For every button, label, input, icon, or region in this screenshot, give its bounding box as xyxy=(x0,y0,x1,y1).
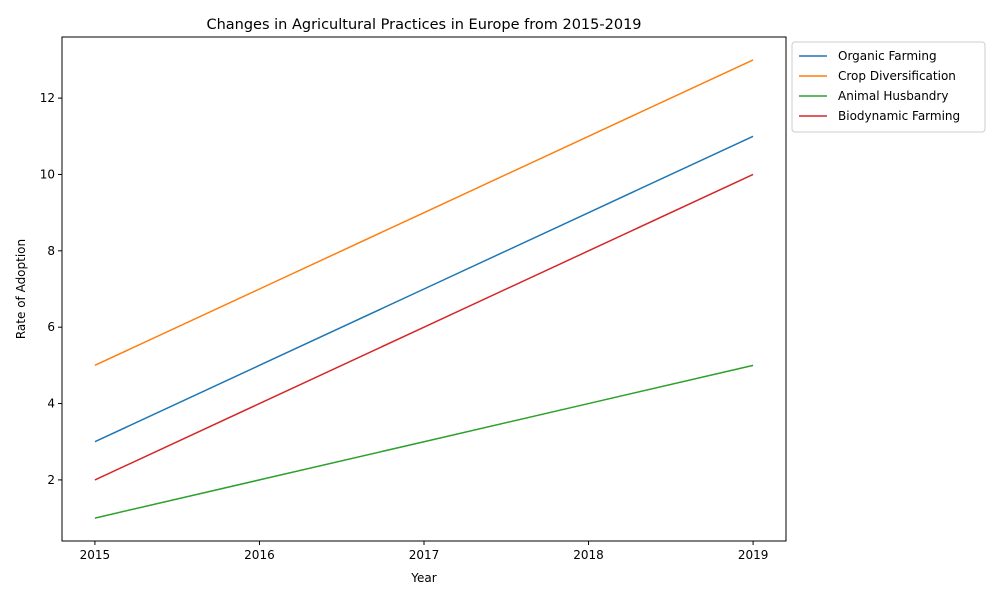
legend-label-crop-diversification: Crop Diversification xyxy=(838,69,956,83)
legend-frame xyxy=(791,41,986,133)
x-axis-label: Year xyxy=(410,571,436,585)
y-tick-label: 8 xyxy=(47,244,55,258)
x-axis-ticks: 2015 2016 2017 2018 2019 xyxy=(80,541,769,562)
series-line-organic-farming xyxy=(94,135,754,443)
series-line-animal-husbandry xyxy=(94,364,754,519)
y-tick-label: 10 xyxy=(40,167,55,181)
chart-title: Changes in Agricultural Practices in Eur… xyxy=(206,17,641,33)
x-tick-label: 2017 xyxy=(409,548,440,562)
series-lines xyxy=(94,59,754,519)
legend-label-biodynamic-farming: Biodynamic Farming xyxy=(838,109,960,123)
legend-label-animal-husbandry: Animal Husbandry xyxy=(838,89,948,103)
legend: Organic Farming Crop Diversification Anima… xyxy=(791,41,986,133)
x-tick-label: 2018 xyxy=(573,548,604,562)
y-tick-label: 6 xyxy=(47,320,55,334)
series-line-crop-diversification xyxy=(94,59,754,367)
x-tick-label: 2015 xyxy=(80,548,111,562)
y-tick-label: 12 xyxy=(40,91,55,105)
x-tick-label: 2016 xyxy=(244,548,275,562)
y-tick-label: 4 xyxy=(47,397,55,411)
y-tick-label: 2 xyxy=(47,473,55,487)
x-tick-label: 2019 xyxy=(738,548,769,562)
y-axis-label: Rate of Adoption xyxy=(14,239,28,339)
legend-label-organic-farming: Organic Farming xyxy=(838,49,937,63)
series-line-biodynamic-farming xyxy=(94,173,754,481)
y-axis-ticks: 2 4 6 8 10 12 xyxy=(40,91,62,487)
plot-area-frame xyxy=(61,36,787,542)
